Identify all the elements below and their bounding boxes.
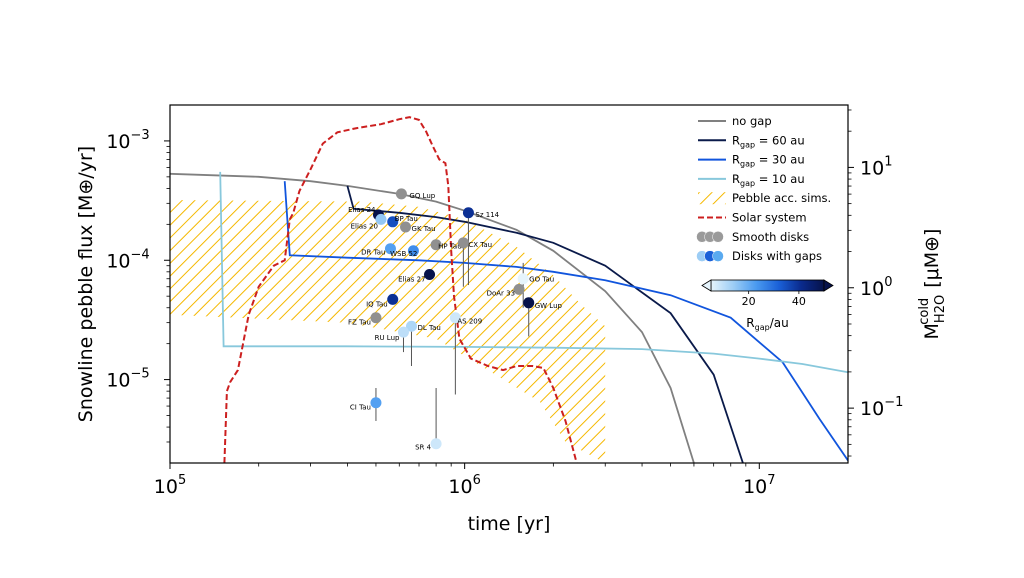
y-axis-label: Snowline pebble flux [M⊕/yr]	[75, 146, 97, 422]
series-line-1	[346, 185, 744, 463]
plot-frame	[169, 104, 849, 464]
disk-marker-as-209	[449, 312, 461, 324]
colorbar-body	[710, 279, 825, 292]
legend-swatch	[698, 192, 726, 205]
colorbar-extend-high	[823, 279, 834, 292]
y2-axis-label: MH2Ocold [μM⊕]	[917, 229, 948, 340]
disk-marker-elias-20	[375, 213, 387, 225]
legend-swatch	[712, 231, 724, 243]
disk-marker-iq-tau	[387, 293, 399, 305]
y2-tick-label: 10−1	[860, 395, 903, 420]
legend-label: Smooth disks	[732, 230, 809, 244]
x-tick-label: 105	[154, 473, 186, 498]
disk-label-wsb-52: WSB 52	[390, 250, 417, 258]
legend-label: Rgap = 30 au	[732, 153, 805, 169]
disk-label-go-tau: GO Tau	[529, 276, 554, 284]
legend-item-3: Rgap = 10 au	[698, 172, 805, 188]
disk-label-sz-114: Sz 114	[475, 211, 499, 219]
colorbar-tick-label: 20	[742, 295, 756, 308]
legend-item-7: Disks with gaps	[696, 249, 822, 263]
colorbar-label: Rgap/au	[746, 316, 788, 332]
legend-swatch	[712, 250, 724, 262]
disk-label-elias-27: Elias 27	[398, 275, 425, 283]
colorbar: 20 40 Rgap/au	[701, 279, 834, 332]
disk-marker-wsb-52	[407, 245, 419, 257]
series-line-3	[219, 171, 848, 374]
disk-label-sr-4: SR 4	[415, 444, 432, 452]
disk-marker-sr-4	[430, 438, 442, 450]
disk-label-gk-tau: GK Tau	[412, 225, 436, 233]
disk-label-doar-33: DoAr 33	[487, 289, 515, 297]
disk-marker-elias-27	[424, 268, 436, 280]
y2-tick-label: 101	[860, 154, 892, 179]
disk-label-dr-tau: DR Tau	[361, 249, 385, 257]
x-axis-label: time [yr]	[468, 513, 551, 535]
disk-marker-fz-tau	[370, 312, 382, 324]
x-tick-label: 106	[448, 473, 480, 498]
disk-marker-dl-tau	[405, 320, 417, 332]
legend-item-0: no gap	[698, 114, 772, 128]
disk-marker-gk-tau	[400, 221, 412, 233]
legend-item-2: Rgap = 30 au	[698, 153, 805, 169]
disk-marker-ci-tau	[370, 397, 382, 409]
plot-area: GQ Lup Elias 24 Elias 20 BP Tau GK Tau Sz 114…	[170, 116, 848, 463]
colorbar-tick-label: 40	[792, 295, 806, 308]
legend-label: Disks with gaps	[732, 249, 822, 263]
disk-marker-hp-tau	[430, 239, 442, 251]
x-tick-label: 107	[743, 473, 775, 498]
disk-marker-cx-tau	[457, 237, 469, 249]
y-tick-label: 10−5	[106, 367, 149, 392]
disk-marker-bp-tau	[387, 216, 399, 228]
legend-label: Solar system	[732, 211, 807, 225]
legend-item-5: Solar system	[698, 211, 807, 225]
disk-label-elias-24: Elias 24	[348, 206, 376, 214]
disk-label-bp-tau: BP Tau	[395, 215, 418, 223]
legend-label: Rgap = 10 au	[732, 172, 805, 188]
disk-label-dl-tau: DL Tau	[417, 324, 440, 332]
legend-label: Pebble acc. sims.	[732, 191, 831, 205]
disk-marker-sz-114	[462, 207, 474, 219]
disk-label-iq-tau: IQ Tau	[366, 300, 388, 308]
legend-label: no gap	[732, 114, 772, 128]
series-line-4	[223, 116, 578, 463]
y-tick-label: 10−3	[106, 128, 149, 153]
disk-label-fz-tau: FZ Tau	[348, 319, 371, 327]
legend-item-4: Pebble acc. sims.	[698, 191, 831, 205]
disk-marker-gq-lup	[395, 188, 407, 200]
disk-label-cx-tau: CX Tau	[468, 241, 492, 249]
legend-item-6: Smooth disks	[696, 230, 809, 244]
disk-marker-doar-33	[513, 283, 525, 295]
disk-label-gq-lup: GQ Lup	[409, 192, 435, 200]
disk-label-ru-lup: RU Lup	[375, 334, 400, 342]
y2-tick-label: 100	[860, 275, 892, 300]
disk-label-ci-tau: CI Tau	[350, 404, 371, 412]
disk-marker-gw-lup	[523, 297, 535, 309]
legend-label: Rgap = 60 au	[732, 133, 805, 149]
disk-label-as-209: AS 209	[457, 318, 482, 326]
disk-label-hp-tau: HP Tau	[438, 243, 462, 251]
disk-label-elias-20: Elias 20	[351, 222, 378, 230]
disk-marker-dr-tau	[384, 243, 396, 255]
y-tick-label: 10−4	[106, 247, 149, 272]
legend: no gap Rgap = 60 au Rgap = 30 au Rgap = 10 …	[696, 114, 831, 263]
disk-marker-ru-lup	[397, 326, 409, 338]
disk-label-gw-lup: GW Lup	[535, 302, 563, 310]
legend-item-1: Rgap = 60 au	[698, 133, 805, 149]
disk-marker-go-tau	[517, 273, 529, 285]
colorbar-extend-low	[701, 279, 712, 292]
